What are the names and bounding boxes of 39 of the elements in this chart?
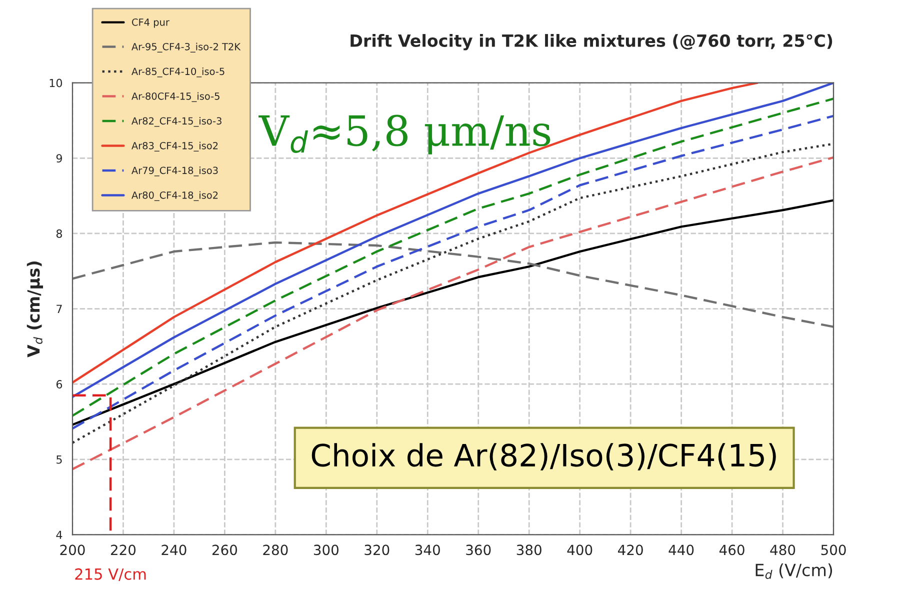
y-tick-label: 6 (56, 380, 62, 388)
y-tick-label: 8 (56, 229, 62, 238)
x-tick-label: 200 (60, 544, 85, 556)
y-axis-title: V$_{d}$ (cm/μs) (26, 261, 44, 358)
x-tick-label: 420 (618, 544, 643, 556)
y-tick-label: 10 (50, 78, 62, 88)
line-series (72, 241, 834, 328)
x-tick-label: 280 (263, 544, 288, 556)
x-tick-label: 320 (364, 544, 390, 556)
y-tick-label: 7 (56, 304, 62, 313)
chart-title: Drift Velocity in T2K like mixtures (@760 torr, 25°C) (350, 34, 832, 50)
x-tick-label: 480 (770, 544, 796, 556)
annotation: V$_{d}$≈5,8 μm/ns (258, 114, 550, 154)
x-tick-label: 440 (668, 544, 694, 556)
y-tick-label: 5 (56, 456, 62, 464)
x-tick-label: 300 (314, 544, 338, 556)
legend-label: Ar80_CF4-18_iso2 (132, 191, 218, 201)
x-tick-label: 500 (821, 544, 846, 556)
annotation: 215 V/cm (75, 568, 146, 582)
x-tick-label: 460 (719, 544, 744, 556)
annotation: Choix de Ar(82)/Iso(3)/CF4(15) (312, 443, 776, 470)
x-tick-label: 400 (567, 544, 592, 556)
x-tick-label: 360 (466, 544, 491, 556)
legend-label: Ar-95_CF4-3_iso-2 T2K (132, 42, 241, 52)
legend-label: CF4 pur (132, 18, 170, 28)
y-tick-label: 4 (56, 530, 62, 539)
line-series (72, 199, 834, 426)
legend-label: Ar-80CF4-15_iso-5 (132, 92, 220, 102)
x-tick-label: 240 (162, 544, 186, 556)
x-tick-label: 260 (212, 544, 238, 556)
legend-label: Ar-85_CF4-10_iso-5 (132, 68, 224, 78)
x-axis-title: E$_{d}$ (V/cm) (756, 563, 832, 579)
y-tick-label: 9 (56, 154, 62, 163)
legend-label: Ar79_CF4-18_iso3 (132, 166, 218, 176)
legend-label: Ar82_CF4-15_iso-3 (132, 117, 222, 127)
x-tick-label: 380 (516, 544, 542, 556)
legend-label: Ar83_CF4-15_iso2 (132, 142, 218, 152)
x-tick-label: 340 (415, 544, 440, 556)
x-tick-label: 220 (110, 544, 136, 556)
